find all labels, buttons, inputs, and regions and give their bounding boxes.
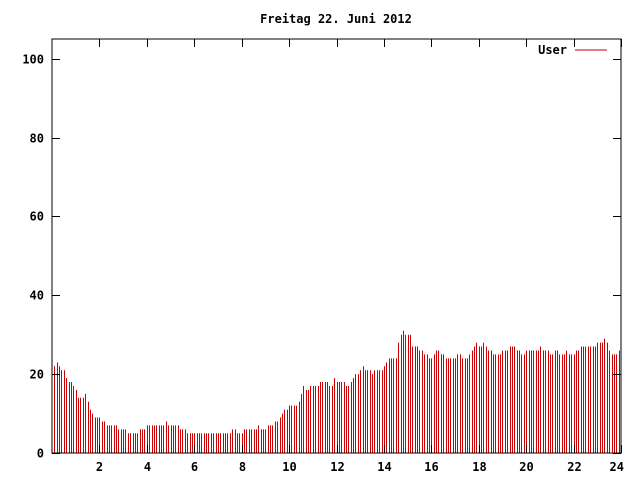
x-tick-label: 16 xyxy=(424,460,438,474)
y-tick-label: 100 xyxy=(22,53,44,67)
y-tick-label: 40 xyxy=(30,289,44,303)
y-tick-label: 20 xyxy=(30,368,44,382)
y-tick-label: 80 xyxy=(30,132,44,146)
y-axis: 0 20 40 60 80 100 xyxy=(22,53,621,461)
x-tick-label: 8 xyxy=(239,460,246,474)
plot-frame xyxy=(51,38,622,454)
legend-label-user: User xyxy=(538,43,567,57)
y-tick-label: 0 xyxy=(37,447,44,461)
x-tick-label: 12 xyxy=(330,460,344,474)
x-tick-label: 14 xyxy=(377,460,391,474)
x-tick-label: 24 xyxy=(610,460,624,474)
x-tick-label: 20 xyxy=(519,460,533,474)
x-axis: 2 4 6 8 10 12 14 16 18 20 22 24 xyxy=(96,39,624,474)
bar-series xyxy=(54,330,620,453)
x-tick-label: 18 xyxy=(472,460,486,474)
chart-title: Freitag 22. Juni 2012 xyxy=(260,12,412,26)
x-tick-label: 22 xyxy=(567,460,581,474)
y-tick-label: 60 xyxy=(30,210,44,224)
legend: User xyxy=(538,43,607,57)
x-tick-label: 6 xyxy=(191,460,198,474)
x-tick-label: 10 xyxy=(282,460,296,474)
x-tick-label: 4 xyxy=(144,460,151,474)
x-tick-label: 2 xyxy=(96,460,103,474)
